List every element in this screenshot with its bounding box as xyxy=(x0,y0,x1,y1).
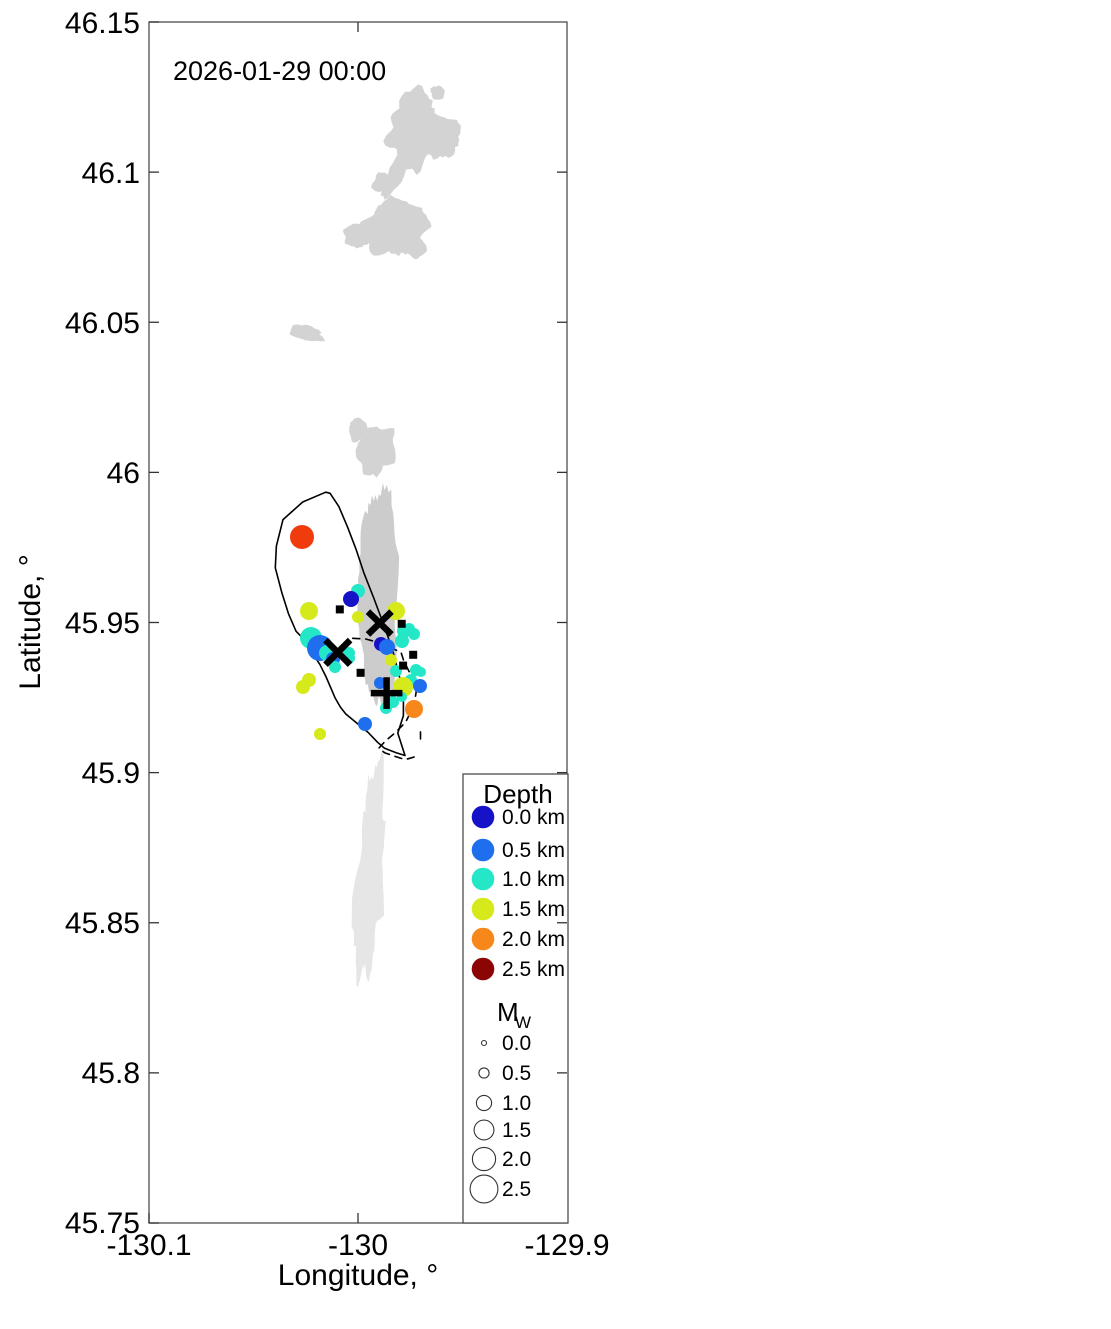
svg-text:0.0: 0.0 xyxy=(502,1032,531,1055)
svg-text:46.15: 46.15 xyxy=(65,7,140,40)
svg-text:1.5 km: 1.5 km xyxy=(502,898,565,921)
svg-text:1.5: 1.5 xyxy=(502,1119,531,1142)
svg-text:1.0: 1.0 xyxy=(502,1092,531,1115)
svg-text:0.5: 0.5 xyxy=(502,1062,531,1085)
svg-text:-130: -130 xyxy=(328,1229,388,1262)
svg-text:0.5 km: 0.5 km xyxy=(502,839,565,862)
svg-text:45.8: 45.8 xyxy=(82,1057,140,1090)
svg-text:Latitude, °: Latitude, ° xyxy=(14,554,47,689)
svg-text:45.95: 45.95 xyxy=(65,607,140,640)
svg-text:46.1: 46.1 xyxy=(82,157,140,190)
svg-text:0.0 km: 0.0 km xyxy=(502,806,565,829)
svg-text:2.0: 2.0 xyxy=(502,1148,531,1171)
svg-text:Depth: Depth xyxy=(483,779,552,809)
svg-text:45.85: 45.85 xyxy=(65,907,140,940)
svg-text:-130.1: -130.1 xyxy=(106,1229,191,1262)
svg-text:46.05: 46.05 xyxy=(65,307,140,340)
svg-text:46: 46 xyxy=(107,457,140,490)
svg-text:2026-01-29 00:00: 2026-01-29 00:00 xyxy=(173,56,386,86)
svg-text:W: W xyxy=(515,1013,531,1032)
svg-text:2.5 km: 2.5 km xyxy=(502,958,565,981)
svg-text:-129.9: -129.9 xyxy=(524,1229,609,1262)
svg-text:2.0 km: 2.0 km xyxy=(502,928,565,951)
svg-text:45.9: 45.9 xyxy=(82,757,140,790)
svg-text:2.5: 2.5 xyxy=(502,1178,531,1201)
svg-text:1.0 km: 1.0 km xyxy=(502,868,565,891)
svg-text:Longitude, °: Longitude, ° xyxy=(278,1259,438,1292)
